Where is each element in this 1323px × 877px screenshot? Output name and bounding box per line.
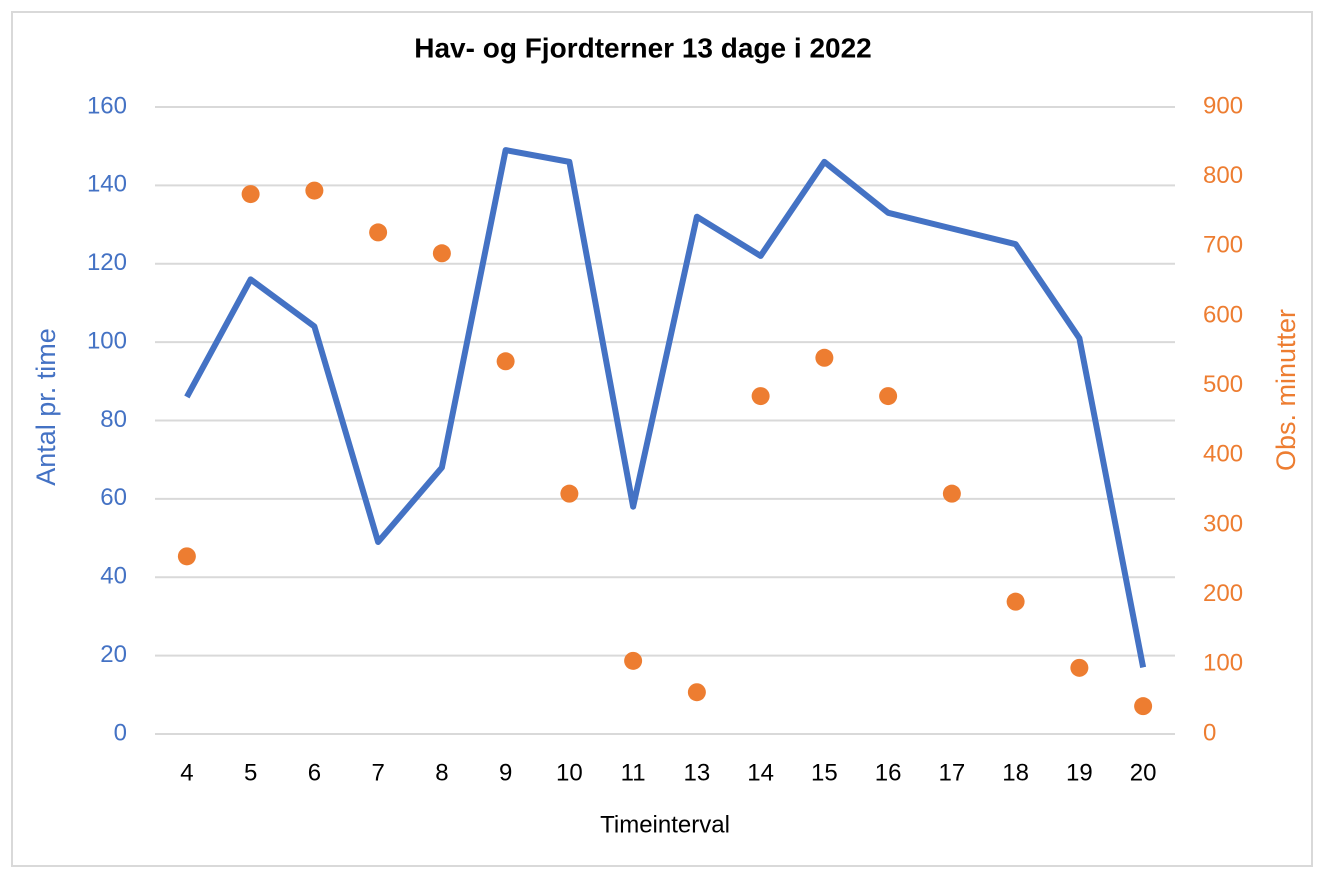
x-tick-label: 6 xyxy=(308,759,321,786)
x-tick-label: 11 xyxy=(621,759,646,786)
marker xyxy=(942,484,961,503)
marker xyxy=(1070,658,1089,677)
y2-tick-label: 300 xyxy=(1203,510,1243,537)
x-tick-label: 16 xyxy=(875,759,902,786)
y-tick-label: 80 xyxy=(100,406,127,433)
marker xyxy=(177,547,196,566)
y-tick-label: 160 xyxy=(87,92,127,119)
x-tick-label: 19 xyxy=(1066,759,1093,786)
y-tick-label: 100 xyxy=(87,327,127,354)
x-tick-label: 4 xyxy=(180,759,193,786)
x-tick-label: 9 xyxy=(499,759,512,786)
y2-tick-label: 500 xyxy=(1203,371,1243,398)
x-tick-label: 17 xyxy=(939,759,966,786)
x-tick-label: 15 xyxy=(811,759,838,786)
x-tick-label: 5 xyxy=(244,759,257,786)
y2-tick-label: 900 xyxy=(1203,92,1243,119)
x-tick-label: 20 xyxy=(1130,759,1157,786)
marker xyxy=(560,484,579,503)
marker xyxy=(432,244,451,263)
marker xyxy=(241,185,260,204)
y2-axis-title: Obs. minutter xyxy=(1271,309,1301,471)
x-tick-label: 10 xyxy=(556,759,583,786)
y-tick-label: 120 xyxy=(87,249,127,276)
x-tick-label: 18 xyxy=(1002,759,1029,786)
x-tick-label: 14 xyxy=(747,759,774,786)
y-tick-label: 20 xyxy=(100,641,127,668)
y2-tick-label: 200 xyxy=(1203,580,1243,607)
y-tick-label: 140 xyxy=(87,171,127,198)
y2-tick-label: 600 xyxy=(1203,301,1243,328)
chart-frame xyxy=(11,11,1313,867)
y-axis-title: Antal pr. time xyxy=(31,328,61,486)
marker xyxy=(879,387,898,406)
marker xyxy=(687,683,706,702)
x-tick-label: 8 xyxy=(435,759,448,786)
x-tick-label: 13 xyxy=(684,759,711,786)
y2-tick-label: 100 xyxy=(1203,650,1243,677)
marker xyxy=(815,348,834,367)
y2-tick-label: 800 xyxy=(1203,162,1243,189)
marker xyxy=(1006,592,1025,611)
y2-tick-label: 0 xyxy=(1203,719,1216,746)
marker xyxy=(751,387,770,406)
chart-title: Hav- og Fjordterner 13 dage i 2022 xyxy=(414,32,872,63)
marker xyxy=(369,223,388,242)
y-tick-label: 40 xyxy=(100,563,127,590)
marker xyxy=(496,352,515,371)
y2-tick-label: 400 xyxy=(1203,441,1243,468)
x-tick-label: 7 xyxy=(371,759,384,786)
y2-tick-label: 700 xyxy=(1203,232,1243,259)
marker xyxy=(1134,697,1153,716)
y-tick-label: 0 xyxy=(114,719,127,746)
line xyxy=(184,147,1147,668)
marker xyxy=(305,181,324,200)
x-axis-title: Timeinterval xyxy=(600,811,730,838)
marker xyxy=(624,651,643,670)
y-tick-label: 60 xyxy=(100,484,127,511)
